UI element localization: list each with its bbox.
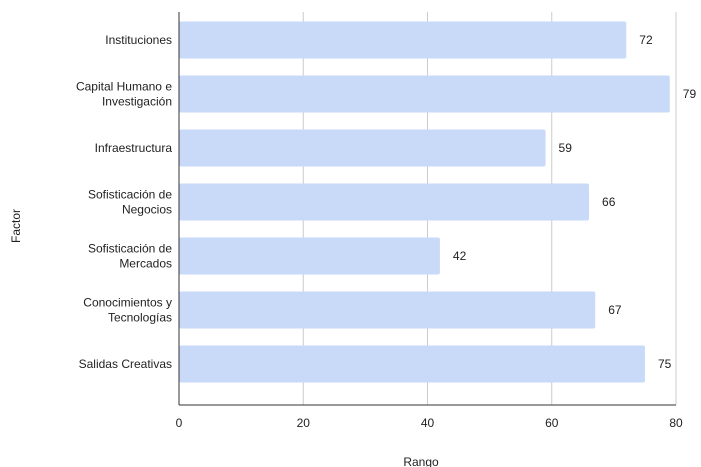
- axes: [178, 12, 676, 406]
- labels: 0 20 40 60 80 72 Instituciones 79 Capital Humano…: [76, 33, 697, 430]
- category-label-line: Investigación: [102, 95, 172, 109]
- category-label-5: Conocimientos y Tecnologías: [83, 296, 172, 325]
- category-label-4: Sofisticación de Mercados: [88, 242, 172, 271]
- data-label-1: 79: [683, 87, 697, 101]
- data-label-2: 59: [559, 141, 573, 155]
- data-label-3: 66: [602, 195, 616, 209]
- bar-1: [179, 75, 670, 113]
- category-label-line: Tecnologías: [108, 311, 172, 325]
- category-label-line: Salidas Creativas: [79, 357, 172, 371]
- category-label-line: Instituciones: [105, 33, 172, 47]
- category-label-line: Mercados: [119, 257, 172, 271]
- category-label-line: Sofisticación de: [88, 242, 172, 256]
- category-label-line: Capital Humano e: [76, 80, 172, 94]
- x-axis-title: Rango: [403, 455, 439, 467]
- category-label-3: Sofisticación de Negocios: [88, 188, 172, 217]
- data-label-5: 67: [608, 303, 622, 317]
- data-label-0: 72: [639, 33, 653, 47]
- x-tick-label-80: 80: [669, 416, 683, 430]
- category-label-line: Conocimientos y: [83, 296, 172, 310]
- x-tick-label-0: 0: [176, 416, 183, 430]
- bar-4: [179, 237, 440, 275]
- y-axis-title: Factor: [9, 209, 23, 243]
- data-label-6: 75: [658, 357, 672, 371]
- category-label-line: Infraestructura: [95, 141, 173, 155]
- bar-0: [179, 21, 627, 59]
- category-label-0: Instituciones: [105, 33, 172, 47]
- category-label-line: Sofisticación de: [88, 188, 172, 202]
- bars: [179, 21, 670, 383]
- category-label-2: Infraestructura: [95, 141, 173, 155]
- x-tick-label-60: 60: [545, 416, 559, 430]
- bar-3: [179, 183, 590, 221]
- bar-2: [179, 129, 546, 167]
- x-tick-label-40: 40: [421, 416, 435, 430]
- x-tick-label-20: 20: [297, 416, 311, 430]
- category-label-1: Capital Humano e Investigación: [76, 80, 172, 109]
- bar-5: [179, 291, 596, 329]
- category-label-line: Negocios: [122, 203, 172, 217]
- data-label-4: 42: [453, 249, 467, 263]
- bar-6: [179, 345, 645, 383]
- category-label-6: Salidas Creativas: [79, 357, 172, 371]
